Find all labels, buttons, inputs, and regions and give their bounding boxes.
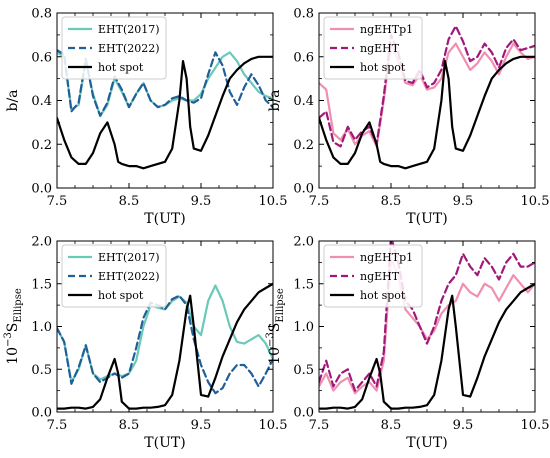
- y-tick-label: 2.0: [31, 235, 52, 250]
- y-axis-label: b/a: [267, 89, 283, 111]
- legend: ngEHTp1 ngEHT hot spot: [323, 244, 423, 308]
- legend: EHT(2017) EHT(2022) hot spot: [61, 16, 167, 80]
- y-tick-label: 0.8: [31, 7, 52, 22]
- x-axis-label: T(UT): [406, 211, 447, 227]
- y-tick-label: 1.0: [31, 320, 52, 335]
- series-line-ngeht: [319, 25, 535, 148]
- series-line-eht-2022-: [57, 294, 273, 395]
- x-tick-label: 9.5: [453, 194, 474, 209]
- y-tick-label: 0.2: [293, 138, 314, 153]
- x-tick-label: 7.5: [47, 418, 68, 433]
- x-tick-label: 8.5: [119, 194, 140, 209]
- y-tick-label: 2.0: [293, 235, 314, 250]
- legend-label: ngEHT: [360, 270, 400, 283]
- legend-label: ngEHTp1: [360, 23, 413, 36]
- legend-label: hot spot: [98, 61, 144, 74]
- x-tick-label: 9.5: [191, 194, 212, 209]
- legend: EHT(2017) EHT(2022) hot spot: [61, 244, 167, 308]
- x-tick-label: 10.5: [521, 194, 550, 209]
- y-tick-label: 0.0: [293, 182, 314, 197]
- x-tick-label: 8.5: [119, 418, 140, 433]
- x-tick-label: 10.5: [259, 418, 288, 433]
- panel-4: 7.5 8.5 9.5 10.5 0.0 0.5 1.0 1.5 2.0 T(UT) 10−3SEl…: [265, 235, 549, 452]
- series-line-hot-spot: [57, 55, 273, 170]
- y-tick-label: 0.0: [31, 406, 52, 421]
- y-axis-label: 10−3SEllipse: [265, 288, 286, 365]
- legend-label: EHT(2022): [98, 270, 160, 283]
- y-tick-label: 0.4: [31, 94, 52, 109]
- panel-1: 7.5 8.5 9.5 10.5 0.0 0.2 0.4 0.6 0.8 T(UT) b/a EHT(…: [5, 7, 287, 228]
- legend-label: hot spot: [98, 289, 144, 302]
- y-tick-label: 0.6: [293, 50, 314, 65]
- y-tick-label: 0.6: [31, 50, 52, 65]
- y-tick-label: 0.0: [31, 182, 52, 197]
- x-tick-label: 9.5: [453, 418, 474, 433]
- legend-box: [323, 244, 423, 308]
- y-axis-label: b/a: [5, 89, 21, 111]
- x-tick-label: 8.5: [381, 418, 402, 433]
- y-tick-label: 0.5: [293, 363, 314, 378]
- x-axis-label: T(UT): [406, 435, 447, 451]
- y-tick-label: 0.8: [293, 7, 314, 22]
- x-tick-label: 10.5: [521, 418, 550, 433]
- legend-label: hot spot: [360, 61, 406, 74]
- y-tick-label: 0.0: [293, 406, 314, 421]
- series-line-ngehtp1: [319, 42, 535, 148]
- y-tick-label: 1.0: [293, 320, 314, 335]
- y-tick-label: 0.2: [31, 138, 52, 153]
- legend-label: EHT(2022): [98, 42, 160, 55]
- y-tick-label: 1.5: [293, 277, 314, 292]
- x-tick-label: 9.5: [191, 418, 212, 433]
- legend-box: [61, 244, 167, 308]
- x-tick-label: 7.5: [309, 418, 330, 433]
- legend-label: EHT(2017): [98, 251, 160, 264]
- legend-label: ngEHTp1: [360, 251, 413, 264]
- x-axis-label: T(UT): [144, 211, 185, 227]
- series-line-hot-spot: [57, 282, 273, 410]
- legend-label: hot spot: [360, 289, 406, 302]
- series-line-hot-spot: [319, 282, 535, 410]
- legend-label: EHT(2017): [98, 23, 160, 36]
- x-tick-label: 7.5: [47, 194, 68, 209]
- legend: ngEHTp1 ngEHT hot spot: [323, 16, 423, 80]
- legend-label: ngEHT: [360, 42, 400, 55]
- panel-3: 7.5 8.5 9.5 10.5 0.0 0.5 1.0 1.5 2.0 T(UT) 10−3SEl…: [3, 235, 287, 452]
- x-tick-label: 10.5: [259, 194, 288, 209]
- y-tick-label: 0.5: [31, 363, 52, 378]
- y-tick-label: 0.4: [293, 94, 314, 109]
- legend-box: [323, 16, 423, 80]
- panel-2: 7.5 8.5 9.5 10.5 0.0 0.2 0.4 0.6 0.8 T(UT) b/a ngEH…: [267, 7, 549, 228]
- y-axis-label: 10−3SEllipse: [3, 288, 24, 365]
- y-tick-label: 1.5: [31, 277, 52, 292]
- x-tick-label: 7.5: [309, 194, 330, 209]
- series-line-hot-spot: [319, 55, 535, 170]
- series-line-ngehtp1: [319, 257, 535, 395]
- series-line-eht-2022-: [57, 49, 273, 117]
- x-axis-label: T(UT): [144, 435, 185, 451]
- legend-box: [61, 16, 167, 80]
- series-line-ngeht: [319, 241, 535, 392]
- x-tick-label: 8.5: [381, 194, 402, 209]
